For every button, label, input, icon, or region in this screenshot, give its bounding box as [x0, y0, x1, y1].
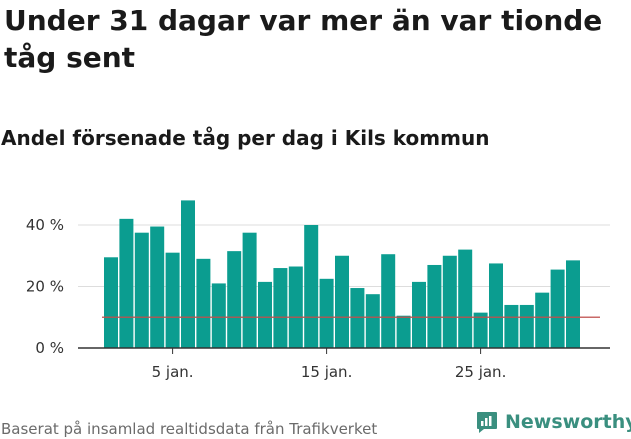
chart-subtitle: Andel försenade tåg per dag i Kils kommu…: [1, 126, 490, 150]
bar: [396, 315, 411, 348]
bar: [365, 294, 380, 348]
bar: [427, 264, 442, 348]
bar: [288, 266, 303, 348]
bar: [181, 200, 195, 348]
source-note: Baserat på insamlad realtidsdata från Tr…: [1, 420, 378, 438]
bar: [566, 260, 580, 348]
chart-title: Under 31 dagar var mer än var tionde tåg…: [4, 4, 603, 74]
bar: [165, 252, 180, 348]
bar: [227, 251, 242, 348]
bar: [458, 249, 473, 348]
bar: [134, 232, 149, 348]
bar: [119, 218, 134, 348]
x-tick-label: 25 jan.: [455, 363, 507, 381]
bar: [258, 281, 272, 348]
x-axis-ticks: 5 jan. 15 jan. 25 jan.: [152, 348, 507, 381]
bar: [211, 283, 226, 348]
bar: [350, 288, 365, 348]
bar: [412, 281, 426, 348]
y-tick-label: 20 %: [26, 278, 64, 296]
y-axis-ticks: 0 % 20 % 40 %: [26, 216, 64, 357]
bar: [304, 225, 319, 348]
bar: [273, 268, 288, 348]
newsworthy-logo: Newsworthy: [475, 408, 631, 436]
bar: [104, 257, 118, 348]
x-tick-label: 15 jan.: [301, 363, 353, 381]
bar: [442, 255, 457, 348]
y-tick-label: 0 %: [35, 339, 64, 357]
bar: [242, 232, 257, 348]
bar: [150, 226, 165, 348]
bar: [519, 304, 534, 348]
bar: [504, 304, 519, 348]
logo-text: Newsworthy: [505, 411, 631, 433]
bars: [104, 200, 580, 348]
bar: [335, 255, 349, 348]
y-tick-label: 40 %: [26, 216, 64, 234]
bar: [196, 258, 211, 348]
bar: [489, 263, 503, 348]
x-tick-label: 5 jan.: [152, 363, 194, 381]
bar: [473, 312, 488, 348]
bar-chart: 0 % 20 % 40 % 5 jan. 15 jan. 25 jan.: [26, 200, 610, 381]
bar: [550, 269, 565, 348]
bar: [535, 292, 550, 348]
bar: [319, 278, 334, 348]
chart-logo-icon: [477, 412, 497, 433]
bar: [381, 254, 396, 348]
